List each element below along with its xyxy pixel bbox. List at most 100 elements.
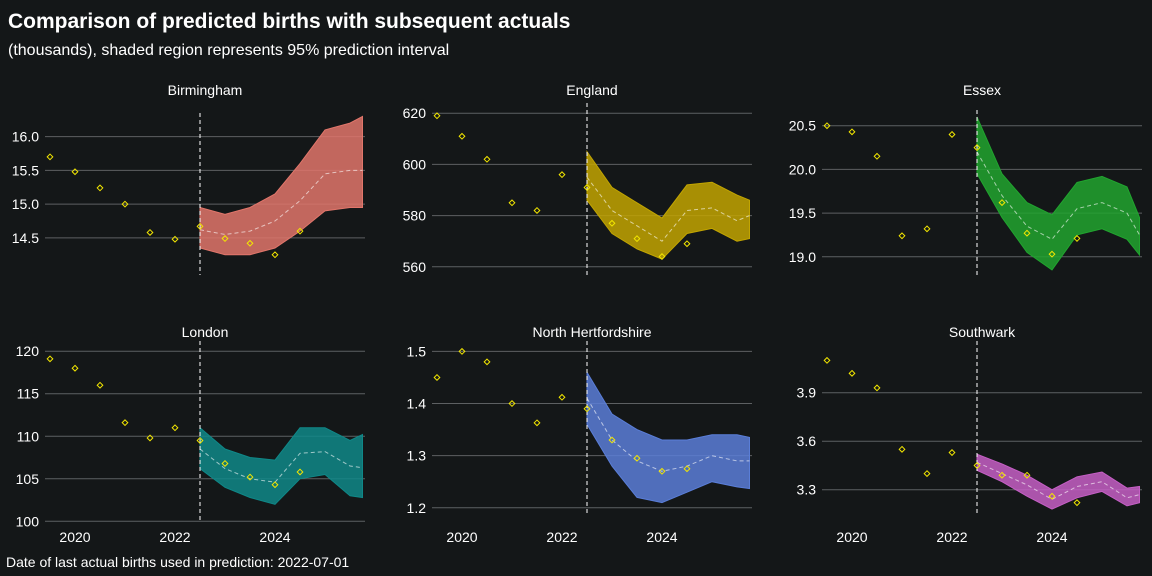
actual-point [196,436,204,445]
chart-title: Comparison of predicted births with subs… [8,10,571,33]
y-tick-label: 105 [16,471,40,487]
actual-point [196,222,204,230]
panel-london: London 100 105 110 115 120 2020 2022 2024 [16,324,365,545]
actual-point [271,481,279,489]
panel-title: Southwark [949,324,1016,340]
actual-point [848,369,856,377]
prediction-interval [199,426,363,505]
x-tick-label: 2024 [1036,529,1067,545]
prediction-interval [976,453,1140,510]
actual-point [46,355,54,363]
panel-southwark: Southwark 3.3 3.6 3.9 2020 2022 2024 [797,324,1142,545]
actual-point [633,235,641,243]
prediction-interval [199,115,363,256]
y-tick-label: 19.5 [789,205,816,221]
actual-point [848,128,856,136]
prediction-median-line [586,176,750,242]
actual-point [221,459,229,467]
y-tick-label: 560 [403,259,427,275]
actual-point [533,206,541,214]
actual-point [121,200,129,208]
panel-title: London [182,324,229,340]
actual-point [146,434,154,442]
actual-point [898,445,906,453]
panel-north-hertfordshire: North Hertfordshire 1.2 1.3 1.4 1.5 2020 2022 2… [407,324,752,545]
y-tick-label: 16.0 [12,129,39,145]
actual-point [271,251,279,259]
actual-point [558,171,566,179]
y-tick-label: 1.4 [407,396,427,412]
actual-point [998,471,1006,479]
actual-point [973,144,981,152]
actual-point [433,112,441,120]
x-tick-label: 2024 [646,529,677,545]
prediction-interval [586,370,750,504]
actual-point [683,240,691,248]
x-tick-label: 2020 [836,529,867,545]
actual-point [71,364,79,372]
y-tick-label: 3.9 [797,385,817,401]
actual-point [96,381,104,389]
actual-point [823,356,831,364]
actual-point [658,253,666,261]
panel-title: Birmingham [168,82,243,98]
y-tick-label: 120 [16,343,40,359]
actual-point [1073,234,1081,242]
actual-point [246,239,254,247]
prediction-median-line [586,398,750,472]
y-tick-label: 15.5 [12,162,39,178]
y-tick-label: 14.5 [12,230,39,246]
y-tick-label: 1.5 [407,343,427,359]
actual-point [246,473,254,481]
panel-essex: Essex 19.0 19.5 20.0 20.5 [789,82,1142,276]
y-tick-label: 3.3 [797,482,817,498]
actual-point [633,454,641,462]
actual-point [171,235,179,243]
actual-point [873,152,881,160]
panel-title: North Hertfordshire [532,324,651,340]
actual-point [433,373,441,381]
actual-point [171,424,179,432]
panel-england: England 560 580 600 620 [403,82,752,277]
panel-title: Essex [963,82,1001,98]
actual-point [533,419,541,427]
prediction-median-line [976,151,1140,240]
prediction-median-line [976,461,1140,500]
x-tick-label: 2022 [936,529,967,545]
actual-point [973,461,981,470]
actual-point [948,130,956,138]
x-tick-label: 2020 [446,529,477,545]
panel-birmingham: Birmingham 14.5 15.0 15.5 16.0 [12,82,365,275]
x-tick-label: 2020 [59,529,90,545]
actual-point [221,235,229,243]
actual-point [608,436,616,444]
actual-point [508,199,516,207]
actual-point [583,405,591,413]
y-tick-label: 115 [17,386,40,402]
actual-point [558,393,566,401]
x-tick-label: 2022 [546,529,577,545]
actual-point [873,384,881,392]
actual-point [658,467,666,475]
y-tick-label: 600 [403,156,427,172]
y-tick-label: 110 [17,428,40,444]
actual-point [46,153,54,161]
actual-point [1023,471,1031,479]
x-tick-label: 2024 [259,529,290,545]
actual-point [458,347,466,355]
y-tick-label: 100 [16,513,40,529]
y-tick-label: 1.3 [407,448,427,464]
y-tick-label: 1.2 [407,500,427,516]
actual-point [948,449,956,457]
chart-caption: Date of last actual births used in predi… [6,554,350,570]
actual-point [683,465,691,473]
actual-point [923,225,931,233]
y-tick-label: 20.5 [789,118,816,134]
y-tick-label: 15.0 [12,196,39,212]
actual-point [296,227,304,235]
y-tick-label: 580 [403,208,427,224]
actual-point [583,183,591,191]
x-tick-label: 2022 [159,529,190,545]
actual-point [296,468,304,476]
